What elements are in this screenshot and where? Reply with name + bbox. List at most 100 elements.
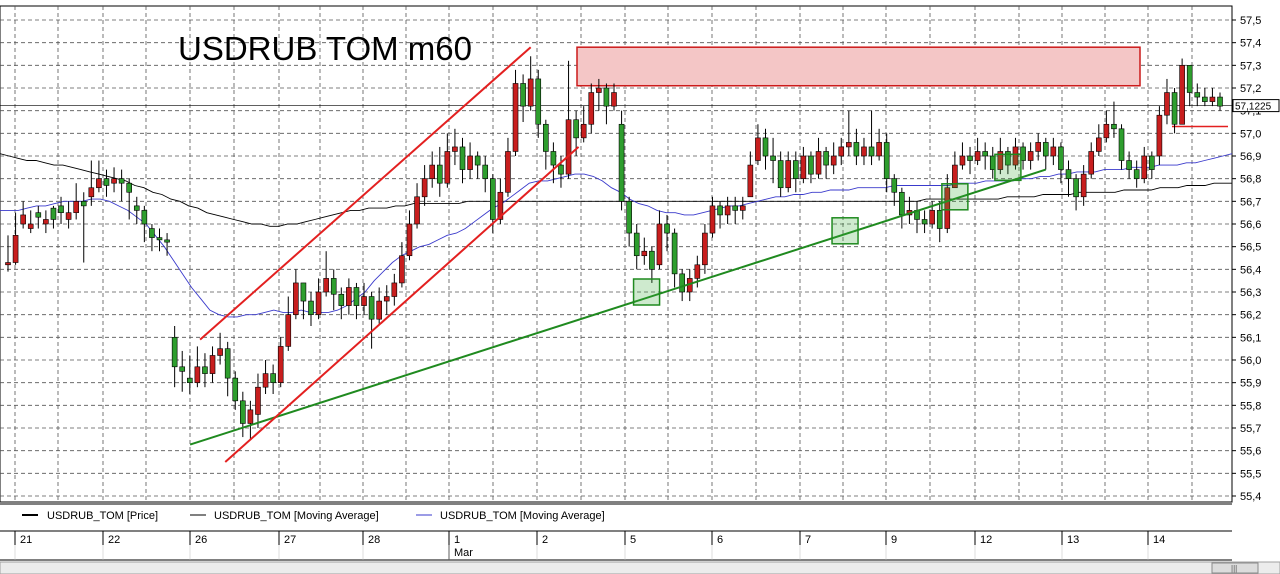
candle-body xyxy=(300,282,307,302)
candle-body xyxy=(1133,169,1140,179)
candle-body xyxy=(240,400,246,424)
candle-body xyxy=(1027,151,1034,161)
candle-body xyxy=(285,314,292,347)
candle-body xyxy=(921,219,928,225)
candle xyxy=(550,142,557,184)
x-tick-label: 22 xyxy=(108,534,120,546)
touch-box xyxy=(632,278,661,306)
candle-body xyxy=(399,255,405,284)
candle-body xyxy=(739,205,746,211)
touch-box xyxy=(831,217,859,245)
candle-body xyxy=(118,178,125,184)
y-tick-label: 56,4 xyxy=(1240,264,1261,276)
candle xyxy=(1042,137,1049,170)
candle-body xyxy=(209,355,216,374)
candle xyxy=(861,137,867,166)
candle-body xyxy=(982,151,988,157)
candle xyxy=(270,364,276,394)
candle xyxy=(982,142,988,170)
scrollbar-thumb[interactable] xyxy=(1211,562,1259,574)
candle-body xyxy=(808,155,814,175)
candle xyxy=(50,205,57,229)
candle xyxy=(96,160,102,193)
candle-body xyxy=(1141,155,1148,179)
scrollbar-grip-icon: ||| xyxy=(1231,564,1237,573)
horizontal-scrollbar[interactable]: ||| xyxy=(0,561,1280,574)
legend: USDRUB_TOM [Price] USDRUB_TOM [Moving Av… xyxy=(22,510,605,522)
candle xyxy=(1005,146,1011,175)
candle-body xyxy=(1080,173,1087,198)
candle-body xyxy=(1126,160,1132,170)
candle-body xyxy=(952,164,958,189)
candle-body xyxy=(512,83,519,152)
candle-body xyxy=(777,160,784,189)
candle-body xyxy=(520,83,526,107)
candle-body xyxy=(58,205,64,213)
candle xyxy=(596,78,602,111)
candle-body xyxy=(202,366,208,374)
candle xyxy=(830,142,837,175)
candle xyxy=(35,205,42,229)
plot-frame xyxy=(0,5,1233,503)
candle-body xyxy=(346,287,352,306)
candle-body xyxy=(550,151,557,166)
candle-body xyxy=(133,205,140,211)
candle-body xyxy=(1156,114,1163,157)
candle xyxy=(876,128,882,161)
candle xyxy=(512,69,519,156)
candle-body xyxy=(459,146,466,170)
month-label: Mar xyxy=(454,547,473,559)
y-tick-label: 57,4 xyxy=(1240,38,1261,50)
candle xyxy=(361,282,367,315)
y-tick-label: 56,5 xyxy=(1240,242,1261,254)
candle-body xyxy=(762,137,769,157)
candle xyxy=(194,346,201,388)
candle xyxy=(527,56,534,111)
candle-body xyxy=(103,178,110,186)
candle xyxy=(1171,88,1178,134)
candle-body xyxy=(12,235,19,263)
y-tick-label: 57,2 xyxy=(1240,83,1261,95)
candle xyxy=(959,142,966,170)
candle-body xyxy=(489,178,496,220)
candle xyxy=(611,83,617,111)
candle xyxy=(1133,160,1140,188)
candle-body xyxy=(1194,92,1201,98)
candle-body xyxy=(505,151,511,193)
candle xyxy=(58,196,64,224)
y-tick-label: 55,8 xyxy=(1240,400,1261,412)
candle xyxy=(224,341,231,397)
x-tick-label: 13 xyxy=(1067,534,1079,546)
candle-body xyxy=(656,223,663,266)
candle-body xyxy=(633,232,640,257)
candle xyxy=(633,224,640,270)
candle-body xyxy=(187,377,193,383)
y-tick-label: 56,1 xyxy=(1240,332,1261,344)
candle xyxy=(747,151,754,198)
candle-body xyxy=(785,160,792,189)
ma-slow-line xyxy=(0,153,1232,227)
candle-body xyxy=(467,155,473,170)
candle-body xyxy=(724,205,731,216)
y-tick-label: 56,2 xyxy=(1240,310,1261,322)
candle xyxy=(626,196,632,247)
y-tick-label: 57,0 xyxy=(1240,128,1261,140)
candle xyxy=(141,205,148,243)
candle xyxy=(255,373,261,428)
candle-body xyxy=(96,178,102,189)
candle-body xyxy=(830,155,837,166)
candle-body xyxy=(255,386,261,415)
candle-body xyxy=(1042,142,1049,157)
last-price-tag: 57,1225 xyxy=(1232,99,1280,113)
candle xyxy=(209,346,216,383)
channel-lower-line xyxy=(224,146,580,463)
candle-body xyxy=(452,146,458,152)
candle xyxy=(1088,142,1095,179)
candle-body xyxy=(88,187,95,198)
y-tick-label: 56,3 xyxy=(1240,287,1261,299)
candle xyxy=(376,287,382,324)
candle xyxy=(126,178,132,220)
y-tick-label: 56,7 xyxy=(1240,196,1261,208)
resistance-zone-box xyxy=(576,46,1141,87)
candle xyxy=(315,278,322,320)
